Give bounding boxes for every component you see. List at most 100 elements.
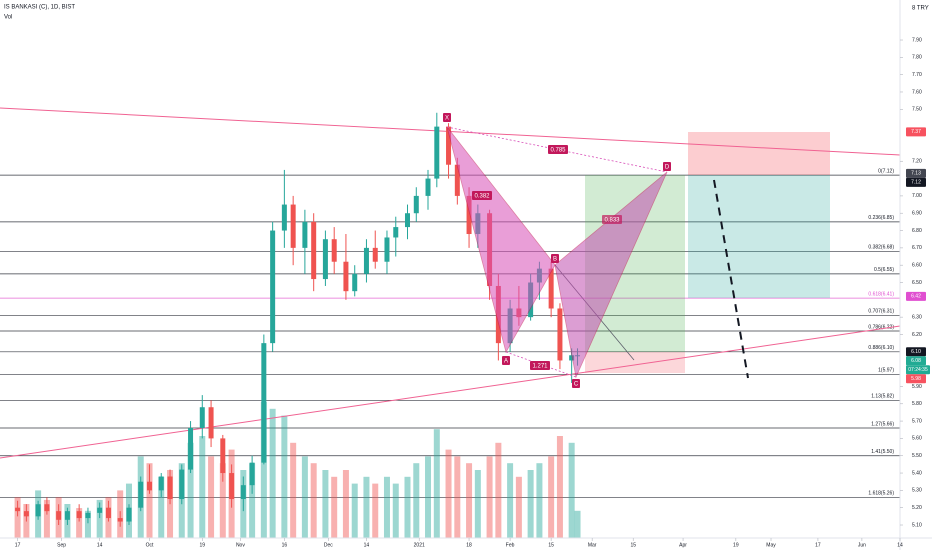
y-tick-label: 5.30 — [912, 488, 922, 494]
candle-body — [126, 507, 132, 522]
volume-bar — [219, 463, 226, 538]
volume-bar — [486, 456, 493, 538]
level-label: 1.618(5.26) — [868, 491, 894, 497]
loss-zone — [688, 132, 830, 175]
candle-body — [393, 227, 399, 238]
price-tag-label: 7.37 — [911, 129, 921, 135]
candle-body — [15, 507, 21, 512]
point-label: B — [553, 257, 557, 263]
x-tick-label: 18 — [466, 542, 472, 548]
candle-body — [35, 504, 41, 517]
candle-body — [85, 512, 91, 519]
x-tick-label: 15 — [630, 542, 636, 548]
ratio-label: 0.382 — [474, 194, 490, 200]
volume-bar — [466, 463, 473, 538]
currency-label: 8 TRY — [912, 6, 929, 12]
volume-bar — [363, 476, 370, 538]
x-tick-label: Apr — [679, 542, 687, 548]
volume-bar — [342, 470, 349, 538]
candle-body — [384, 237, 390, 262]
x-tick-label: 15 — [548, 542, 554, 548]
price-tag — [906, 168, 926, 178]
candle-body — [105, 507, 111, 519]
volume-bar — [199, 436, 206, 538]
x-tick-label: Mar — [588, 542, 597, 548]
y-tick-label: 5.90 — [912, 384, 922, 390]
x-tick-label: Oct — [146, 542, 154, 548]
candle-body — [281, 204, 287, 231]
volume-bar — [454, 456, 461, 538]
candle-body — [548, 268, 554, 309]
x-tick-label: 14 — [97, 542, 103, 548]
y-tick-label: 7.00 — [912, 193, 922, 199]
y-tick-label: 5.60 — [912, 436, 922, 442]
x-tick-label: 14 — [897, 542, 903, 548]
candle-body — [322, 239, 328, 280]
volume-bar — [404, 476, 411, 538]
candle-body — [446, 126, 452, 165]
point-label: A — [504, 359, 508, 365]
price-tag-label: 6.42 — [911, 294, 921, 300]
x-tick-label: Nov — [236, 542, 245, 548]
x-tick-label: 14 — [364, 542, 370, 548]
symbol-title: IS BANKASI (C), 1D, BIST — [4, 5, 75, 11]
candle-body — [331, 239, 337, 262]
price-axis — [900, 0, 932, 550]
volume-bar — [445, 449, 452, 538]
candle-body — [188, 428, 194, 470]
point-label: D — [665, 165, 670, 171]
y-tick-label: 6.20 — [912, 332, 922, 338]
y-tick-label: 7.60 — [912, 89, 922, 95]
ratio-badge — [602, 215, 622, 224]
loss-zone — [585, 352, 685, 373]
candle-body — [569, 355, 575, 361]
price-tag — [906, 127, 926, 137]
candle-body — [138, 481, 144, 508]
y-tick-label: 6.80 — [912, 228, 922, 234]
volume-bar — [331, 476, 338, 538]
volume-bar — [433, 429, 440, 538]
candle-body — [363, 247, 369, 274]
point-label: C — [574, 382, 579, 388]
volume-bar — [96, 499, 103, 538]
level-label: 0.886(6.10) — [868, 345, 894, 351]
y-tick-label: 5.40 — [912, 470, 922, 476]
x-tick-label: 16 — [282, 542, 288, 548]
candle-body — [352, 273, 358, 292]
candle-body — [23, 511, 29, 517]
volume-bar — [187, 442, 194, 538]
x-tick-label: Jun — [858, 542, 866, 548]
volume-bar — [322, 470, 329, 538]
levels: 0(7.12) 0.236(6.85) 0.382(6.68) 0.5(6.55) 0.… — [0, 168, 900, 498]
candle-body — [76, 511, 82, 519]
volume-bar — [301, 456, 308, 538]
volume-bar — [281, 415, 288, 538]
volume-bar — [249, 463, 256, 538]
candle-body — [167, 476, 173, 500]
ratio-label: 0.833 — [604, 218, 620, 224]
candle-body — [434, 126, 440, 179]
candle-body — [208, 407, 214, 439]
harmonic-pattern: X A B C D 0.785 0.382 0.833 1.271 — [443, 113, 671, 388]
y-tick-label: 6.70 — [912, 245, 922, 251]
candle-body — [557, 308, 563, 361]
level-label: 0(7.12) — [878, 168, 894, 174]
volume-bar — [260, 402, 267, 538]
candle-body — [425, 178, 431, 196]
y-tick-label: 5.70 — [912, 418, 922, 424]
volume-bar — [548, 456, 555, 538]
level-label: 0.618(6.41) — [868, 291, 894, 297]
ratio-badge — [530, 361, 550, 370]
y-tick-label: 7.90 — [912, 37, 922, 43]
candle-body — [466, 195, 472, 235]
x-tick-label: May — [766, 542, 776, 548]
price-tag-label: 6.08 — [911, 358, 921, 364]
point-badge — [663, 162, 671, 171]
price-tag — [906, 374, 926, 384]
level-label: 0.382(6.68) — [868, 245, 894, 251]
trend-line — [0, 325, 901, 459]
y-tick-label: 5.80 — [912, 401, 922, 407]
point-badge — [443, 113, 451, 122]
ratio-badge — [472, 191, 492, 200]
volume-bar — [574, 510, 581, 538]
